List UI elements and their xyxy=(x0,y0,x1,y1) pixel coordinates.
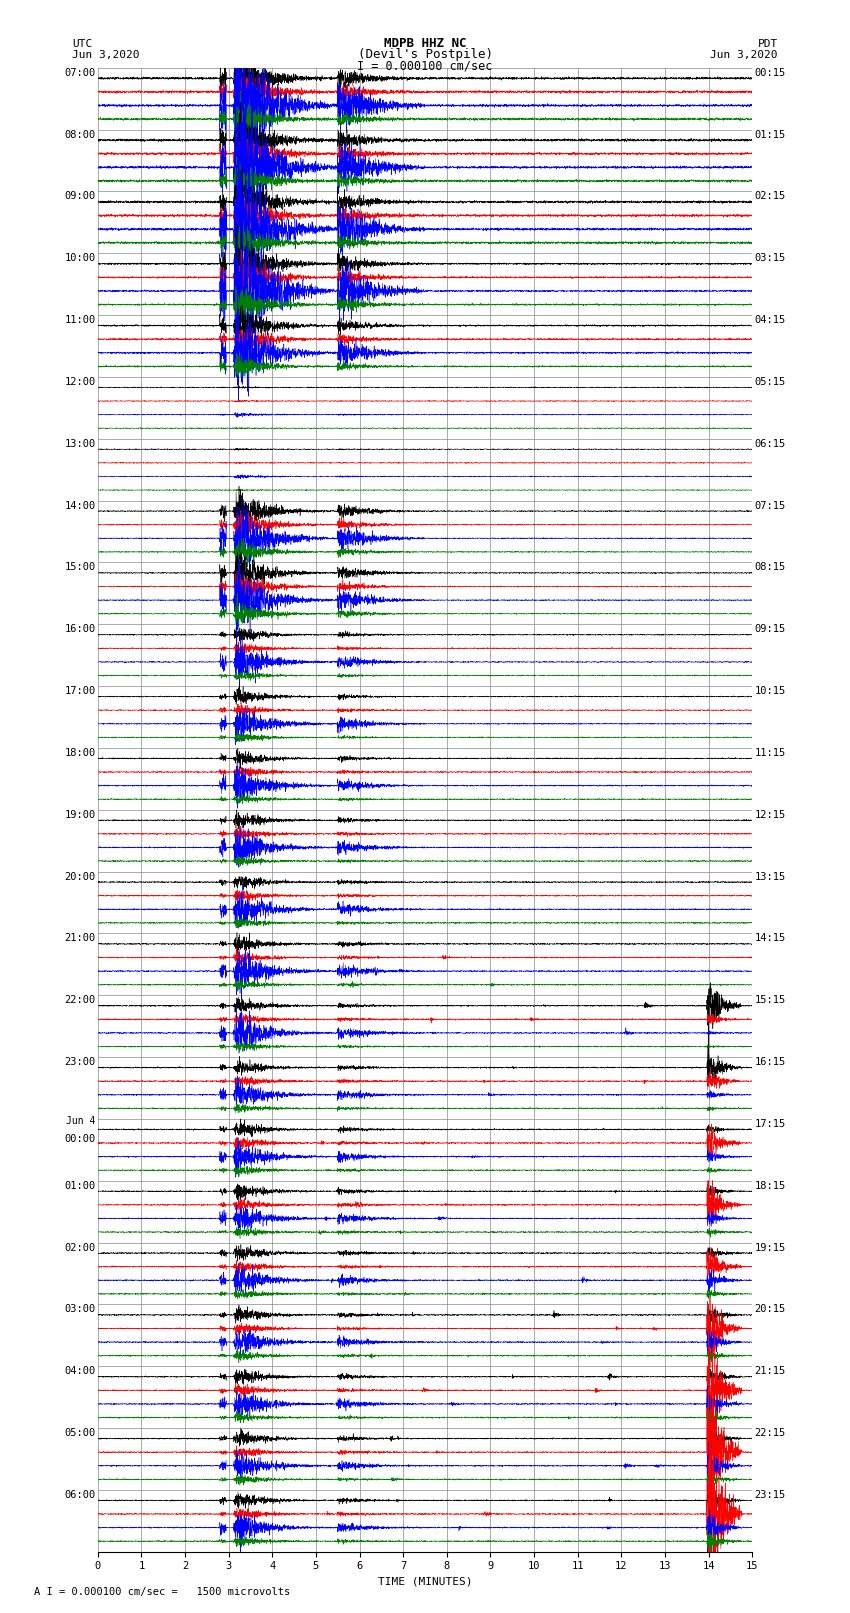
Text: 19:15: 19:15 xyxy=(755,1242,785,1253)
Text: 00:00: 00:00 xyxy=(65,1134,95,1144)
Text: 02:15: 02:15 xyxy=(755,192,785,202)
Text: 05:15: 05:15 xyxy=(755,377,785,387)
Text: 04:00: 04:00 xyxy=(65,1366,95,1376)
Text: 15:00: 15:00 xyxy=(65,563,95,573)
Text: 00:15: 00:15 xyxy=(755,68,785,77)
Text: 08:00: 08:00 xyxy=(65,129,95,140)
Text: 07:15: 07:15 xyxy=(755,500,785,511)
Text: 12:15: 12:15 xyxy=(755,810,785,819)
Text: 12:00: 12:00 xyxy=(65,377,95,387)
Text: 06:00: 06:00 xyxy=(65,1490,95,1500)
Text: 22:15: 22:15 xyxy=(755,1428,785,1439)
Text: 20:15: 20:15 xyxy=(755,1305,785,1315)
Text: 13:00: 13:00 xyxy=(65,439,95,448)
Text: MDPB HHZ NC: MDPB HHZ NC xyxy=(383,37,467,50)
Text: 06:15: 06:15 xyxy=(755,439,785,448)
Text: 22:00: 22:00 xyxy=(65,995,95,1005)
Text: 21:00: 21:00 xyxy=(65,934,95,944)
Text: 09:00: 09:00 xyxy=(65,192,95,202)
Text: 21:15: 21:15 xyxy=(755,1366,785,1376)
Text: Jun 4: Jun 4 xyxy=(66,1116,95,1126)
Text: 16:00: 16:00 xyxy=(65,624,95,634)
Text: 18:15: 18:15 xyxy=(755,1181,785,1190)
Text: 23:00: 23:00 xyxy=(65,1057,95,1068)
Text: 09:15: 09:15 xyxy=(755,624,785,634)
Text: A I = 0.000100 cm/sec =   1500 microvolts: A I = 0.000100 cm/sec = 1500 microvolts xyxy=(34,1587,290,1597)
Text: 20:00: 20:00 xyxy=(65,871,95,882)
Text: Jun 3,2020: Jun 3,2020 xyxy=(72,50,139,60)
Text: Jun 3,2020: Jun 3,2020 xyxy=(711,50,778,60)
Text: 11:15: 11:15 xyxy=(755,748,785,758)
Text: UTC: UTC xyxy=(72,39,93,48)
Text: I = 0.000100 cm/sec: I = 0.000100 cm/sec xyxy=(357,60,493,73)
Text: 17:15: 17:15 xyxy=(755,1119,785,1129)
Text: 03:00: 03:00 xyxy=(65,1305,95,1315)
Text: 15:15: 15:15 xyxy=(755,995,785,1005)
Text: 10:00: 10:00 xyxy=(65,253,95,263)
Text: 19:00: 19:00 xyxy=(65,810,95,819)
Text: 10:15: 10:15 xyxy=(755,686,785,697)
Text: 16:15: 16:15 xyxy=(755,1057,785,1068)
Text: 11:00: 11:00 xyxy=(65,315,95,326)
Text: 18:00: 18:00 xyxy=(65,748,95,758)
Text: PDT: PDT xyxy=(757,39,778,48)
Text: 17:00: 17:00 xyxy=(65,686,95,697)
Text: 07:00: 07:00 xyxy=(65,68,95,77)
Text: 23:15: 23:15 xyxy=(755,1490,785,1500)
Text: 04:15: 04:15 xyxy=(755,315,785,326)
Text: 05:00: 05:00 xyxy=(65,1428,95,1439)
Text: (Devil's Postpile): (Devil's Postpile) xyxy=(358,48,492,61)
Text: 01:15: 01:15 xyxy=(755,129,785,140)
Text: 13:15: 13:15 xyxy=(755,871,785,882)
Text: 08:15: 08:15 xyxy=(755,563,785,573)
X-axis label: TIME (MINUTES): TIME (MINUTES) xyxy=(377,1578,473,1587)
Text: 01:00: 01:00 xyxy=(65,1181,95,1190)
Text: 14:00: 14:00 xyxy=(65,500,95,511)
Text: 02:00: 02:00 xyxy=(65,1242,95,1253)
Text: 14:15: 14:15 xyxy=(755,934,785,944)
Text: 03:15: 03:15 xyxy=(755,253,785,263)
